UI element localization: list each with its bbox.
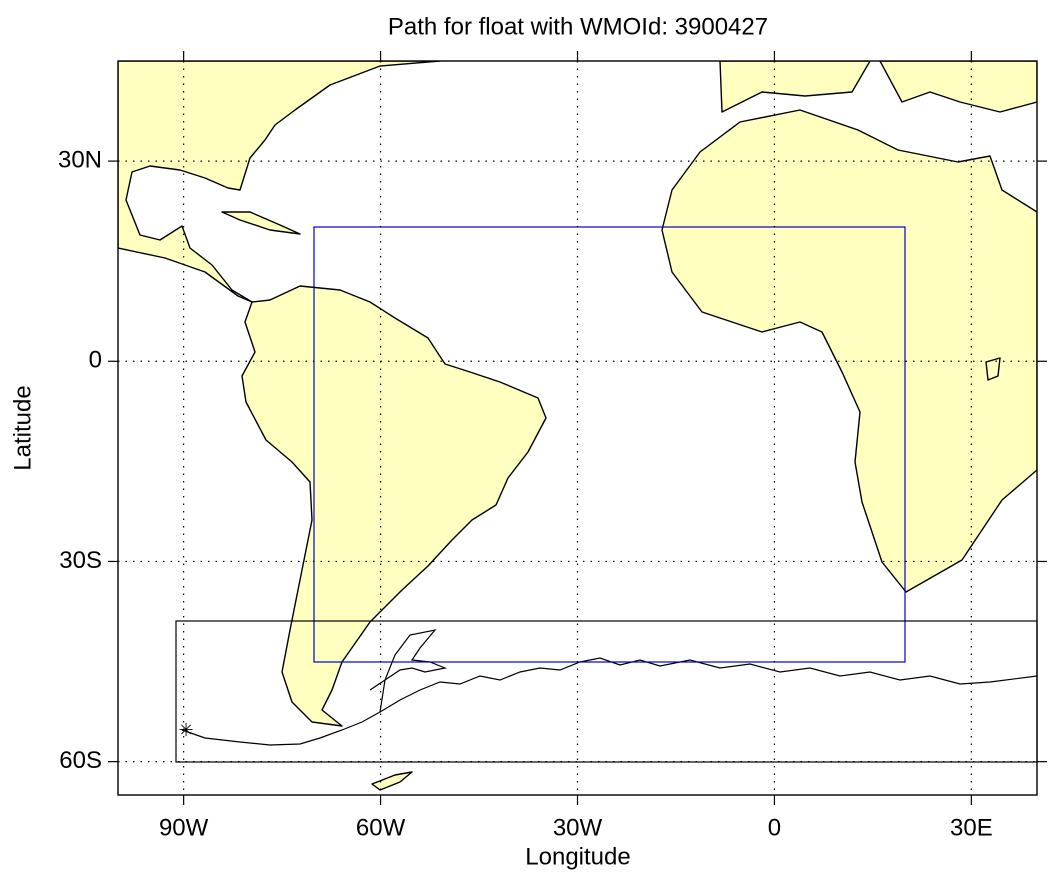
x-tick-label: 90W	[159, 814, 209, 841]
africa	[661, 109, 1037, 593]
chart-title: Path for float with WMOId: 3900427	[388, 13, 768, 40]
x-tick-label: 0	[768, 814, 781, 841]
y-tick-label: 30N	[58, 146, 102, 173]
y-tick-label: 0	[89, 347, 102, 374]
y-axis-label: Latitude	[9, 385, 36, 470]
x-axis-label: Longitude	[525, 843, 630, 870]
x-tick-label: 30W	[553, 814, 603, 841]
region-box	[313, 226, 906, 663]
madagascar	[985, 357, 1001, 381]
east-mediterranean	[879, 61, 1037, 113]
y-tick-label: 60S	[59, 747, 102, 774]
antarctic-peninsula	[371, 771, 413, 791]
y-tick-label: 30S	[59, 547, 102, 574]
x-tick-label: 30E	[950, 814, 993, 841]
start-marker: ✳	[178, 720, 193, 740]
plot-frame	[117, 60, 1038, 796]
europe	[719, 61, 871, 113]
axes: 90W 60W 30W 0 30E 30N 0 30S 60S	[58, 51, 1047, 841]
x-tick-label: 60W	[356, 814, 406, 841]
coastlines: ✳	[118, 61, 1037, 791]
float-loop	[369, 629, 448, 713]
float-path	[181, 657, 1037, 746]
cuba	[221, 211, 301, 235]
south-america	[241, 285, 547, 727]
north-america	[118, 61, 441, 303]
